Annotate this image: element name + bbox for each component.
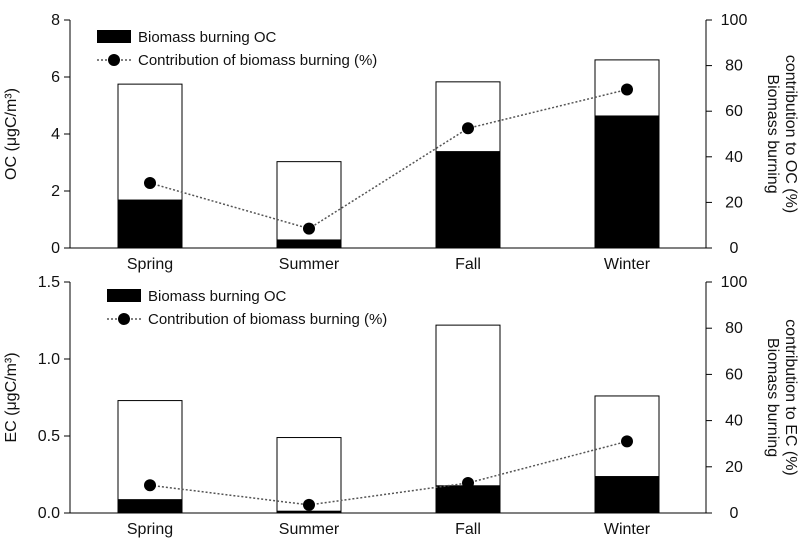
panel2-y2tick-label: 0 xyxy=(730,505,739,522)
panel1-ytick-label: 2 xyxy=(51,183,60,200)
panel1-y2tick-label: 20 xyxy=(725,194,743,211)
panel1-ytick-label: 4 xyxy=(51,126,60,143)
panel2-contribution-point xyxy=(621,435,633,448)
panel2-biomass-bar xyxy=(277,510,341,513)
panel2-group: 0.0 0.5 1.0 1.5 0 20 40 60 80 100 Spring Summer Fall… xyxy=(3,274,799,538)
panel2-category-label: Spring xyxy=(127,521,173,538)
panel2-biomass-bar xyxy=(436,485,500,513)
panel1-legend-line-marker xyxy=(108,54,120,66)
panel1-category-label: Summer xyxy=(279,256,340,273)
panel1-category-label: Winter xyxy=(604,256,651,273)
panel2-contribution-point xyxy=(144,479,156,492)
panel1-y2label-line1: Biomass burning xyxy=(764,74,781,193)
panel1-y2tick-label: 60 xyxy=(725,103,743,120)
panel2-ylabel: EC (μgC/m³) xyxy=(3,352,20,442)
panel2-ytick-label: 1.0 xyxy=(38,351,60,368)
panel1-legend-bar-swatch xyxy=(97,30,131,43)
panel1-contribution-line xyxy=(149,88,628,230)
panel2-ytick-label: 0.5 xyxy=(38,428,60,445)
panel1-ylabel: OC (μgC/m³) xyxy=(3,88,20,180)
panel2-legend-line-marker xyxy=(118,313,130,325)
panel2-total-bar xyxy=(117,400,183,514)
panel1-ytick-label: 6 xyxy=(51,69,60,86)
panel1-total-bar xyxy=(276,161,342,249)
panel2-y2tick-label: 80 xyxy=(725,320,743,337)
panel2-contribution-line xyxy=(149,440,628,506)
panel1-contribution-point xyxy=(303,222,315,235)
panel1-y2tick-label: 100 xyxy=(721,12,748,29)
panel1-biomass-bar xyxy=(277,239,341,248)
panel2-category-label: Winter xyxy=(604,521,651,538)
panel1-category-label: Spring xyxy=(127,256,173,273)
panel1-biomass-bar xyxy=(436,151,500,248)
panel2-ytick-label: 0.0 xyxy=(38,505,60,522)
panel2-y2tick-label: 40 xyxy=(725,413,743,430)
panel1-y2tick-label: 0 xyxy=(730,240,739,257)
panel2-legend-line-label: Contribution of biomass burning (%) xyxy=(148,311,387,328)
panel1-y2tick-label: 80 xyxy=(725,58,743,75)
panel2-ytick-label: 1.5 xyxy=(38,274,60,291)
panel1-category-label: Fall xyxy=(455,256,481,273)
panel1-biomass-bar xyxy=(595,115,659,248)
panel2-biomass-bar xyxy=(118,499,182,513)
panel2-contribution-point xyxy=(462,476,474,489)
panel1-ytick-label: 8 xyxy=(51,12,60,29)
panel2-y2tick-label: 100 xyxy=(721,274,748,291)
panel1-legend-bar-label: Biomass burning OC xyxy=(138,29,277,46)
panel1-y2tick-label: 40 xyxy=(725,149,743,166)
panel1-ytick-label: 0 xyxy=(51,240,60,257)
panel1-contribution-point xyxy=(462,122,474,135)
panel1-y2label-line2: contribution to OC (%) xyxy=(782,55,799,213)
panel2-legend-bar-label: Biomass burning OC xyxy=(148,288,287,305)
panel2-category-label: Summer xyxy=(279,521,340,538)
panel1-contribution-point xyxy=(621,83,633,96)
panel2-y2label-line1: Biomass burning xyxy=(764,338,781,457)
panel1-biomass-bar xyxy=(118,199,182,248)
panel2-y2label-line2: contribution to EC (%) xyxy=(782,319,799,476)
panel2-contribution-point xyxy=(303,498,315,511)
panel2-category-label: Fall xyxy=(455,521,481,538)
panel2-y2tick-label: 20 xyxy=(725,459,743,476)
panel2-legend-bar-swatch xyxy=(107,289,141,302)
panel1-contribution-point xyxy=(144,177,156,190)
panel1-legend-line-label: Contribution of biomass burning (%) xyxy=(138,52,377,69)
panel2-y2tick-label: 60 xyxy=(725,366,743,383)
panel2-biomass-bar xyxy=(595,476,659,513)
